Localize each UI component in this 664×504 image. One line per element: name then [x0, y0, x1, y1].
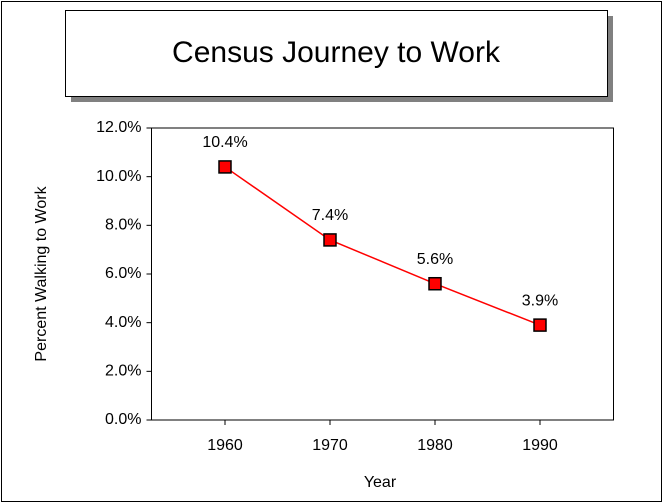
marker [428, 276, 442, 291]
y-tick-label: 12.0% [96, 119, 141, 136]
y-tick-label: 10.0% [96, 168, 141, 185]
line [224, 166, 541, 326]
y-tick-label: 8.0% [105, 217, 141, 234]
y-tick-label: 2.0% [105, 363, 141, 380]
y-axis-label: Percent Walking to Work [33, 185, 50, 361]
x-tick-label: 1970 [312, 437, 348, 454]
marker [323, 233, 337, 247]
y-tick-label: 6.0% [105, 265, 141, 282]
x-axis-label: Year [364, 474, 397, 491]
y-tick-label: 4.0% [105, 314, 141, 331]
x-tick-label: 1960 [207, 437, 243, 454]
data-label: 5.6% [417, 251, 453, 268]
marker [533, 318, 547, 332]
marker [218, 160, 232, 174]
chart-title: Census Journey to Work [172, 36, 501, 69]
x-tick-label: 1990 [522, 437, 558, 454]
data-label: 7.4% [312, 207, 348, 224]
title-box [65, 10, 608, 97]
x-tick-label: 1980 [417, 437, 453, 454]
data-label: 10.4% [202, 134, 247, 151]
data-label: 3.9% [522, 292, 558, 309]
y-tick-label: 0.0% [105, 411, 141, 428]
